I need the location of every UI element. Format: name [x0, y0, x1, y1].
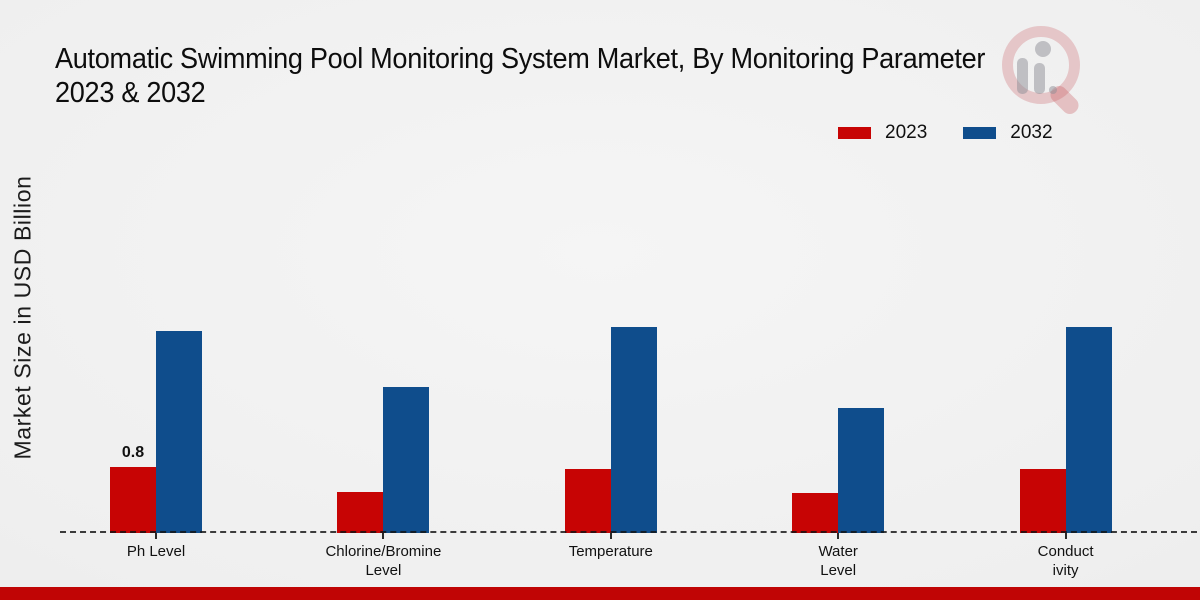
bar-2023-water-level [792, 493, 839, 533]
category-label-temperature: Temperature [568, 543, 653, 560]
logo-dot-icon [1049, 86, 1057, 94]
category-tick-water-level [837, 533, 840, 539]
category-tick-ph-level [155, 533, 157, 539]
legend-label-2032: 2032 [1010, 122, 1053, 143]
logo-bar-icon [1034, 63, 1045, 94]
category-label-conductivity: Conduct ivity [1037, 543, 1094, 579]
logo-bar-icon [1017, 58, 1028, 94]
category-label-water-level: Water Level [818, 543, 858, 579]
legend-item-2032: 2032 [963, 122, 1053, 144]
legend-swatch-2032 [963, 127, 997, 139]
legend-item-2023: 2023 [838, 122, 927, 144]
bar-2032-temperature [610, 327, 657, 533]
bar-2032-ph-level [156, 331, 202, 533]
legend-label-2023: 2023 [885, 122, 928, 143]
category-tick-chlorine-bromine-level [382, 533, 385, 539]
category-tick-temperature [609, 533, 612, 539]
bar-2032-water-level [838, 408, 885, 533]
category-label-ph-level: Ph Level [126, 543, 186, 560]
person-head-icon [1035, 41, 1051, 57]
bar-value-label-2023-ph-level: 0.8 [121, 444, 145, 461]
category-tick-conductivity [1064, 533, 1067, 539]
y-axis-label: Market Size in USD Billion [9, 175, 36, 460]
chart-title: Automatic Swimming Pool Monitoring Syste… [55, 42, 1200, 110]
legend-swatch-2023 [838, 127, 871, 139]
bar-2023-ph-level [110, 467, 156, 533]
x-axis-baseline [60, 531, 1197, 533]
chart-title-line-2: 2023 & 2032 [55, 77, 206, 109]
chart-title-line-1: Automatic Swimming Pool Monitoring Syste… [55, 43, 986, 75]
bar-2023-conductivity [1019, 469, 1066, 533]
bar-2023-temperature [564, 469, 611, 533]
bar-2032-conductivity [1065, 327, 1112, 533]
category-label-chlorine-bromine-level: Chlorine/Bromine Level [325, 543, 442, 579]
bar-2032-chlorine-bromine-level [383, 387, 430, 533]
magnifier-ring-icon [1002, 26, 1080, 104]
bottom-red-band [0, 587, 1200, 600]
bar-2023-chlorine-bromine-level [337, 492, 384, 533]
legend: 2023 2032 [838, 122, 1053, 144]
